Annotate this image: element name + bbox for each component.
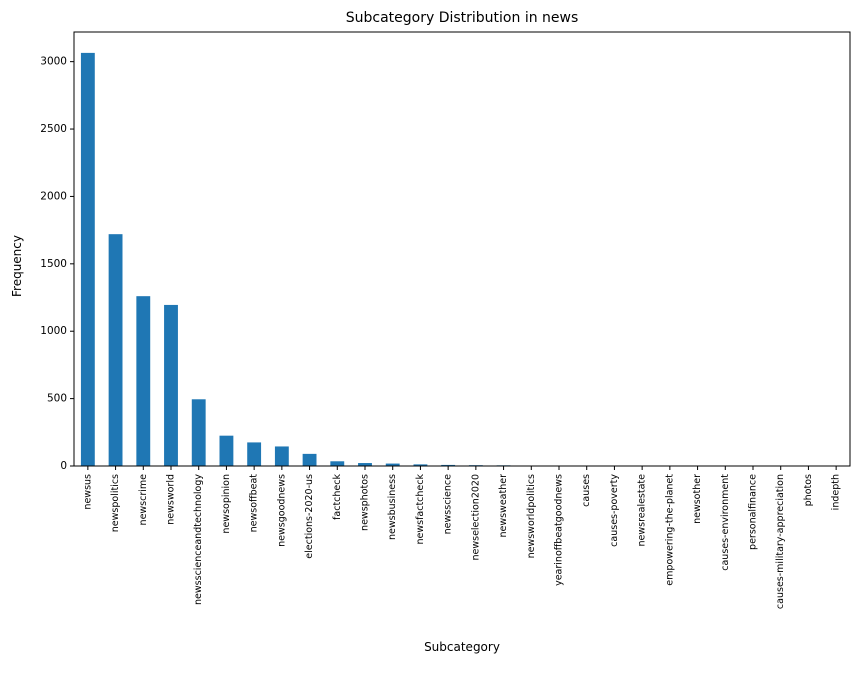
bar-factcheck [330, 461, 345, 466]
y-tick-label: 1000 [40, 325, 67, 337]
chart-title: Subcategory Distribution in news [346, 10, 579, 26]
x-tick-label: newsscienceandtechnology [193, 474, 204, 605]
x-tick-label: causes-military-appreciation [775, 474, 786, 609]
x-tick-label: yearinoffbeatgoodnews [554, 474, 565, 586]
y-tick-label: 2000 [40, 190, 67, 202]
bar-newsopinion [219, 435, 234, 466]
x-tick-label: newselection2020 [470, 474, 481, 561]
bar-newsphotos [358, 463, 372, 466]
x-tick-label: newsworldpolitics [526, 474, 537, 558]
x-tick-label: newsfactcheck [415, 474, 426, 545]
x-tick-label: newsscience [443, 474, 454, 534]
y-tick-label: 3000 [40, 56, 67, 68]
x-tick-label: newsweather [498, 474, 509, 538]
bar-newsscience [441, 464, 456, 466]
x-axis-label: Subcategory [424, 640, 500, 654]
y-tick-label: 500 [47, 393, 67, 405]
bar-newsworld [164, 304, 178, 466]
x-tick-label: elections-2020-us [304, 474, 315, 559]
y-axis-ticks: 0 500 1000 1500 2000 2500 3000 [40, 56, 74, 472]
bar-newsgoodnews [274, 446, 289, 466]
bar-newsscienceandtechnology [191, 399, 206, 466]
bar-newsus [80, 52, 95, 467]
x-tick-label: newsworld [166, 474, 177, 525]
bar-newsoffbeat [247, 442, 262, 466]
x-tick-label: causes-environment [720, 474, 731, 571]
bar-elections-2020-us [302, 453, 317, 466]
x-tick-label: newsus [82, 474, 93, 510]
x-tick-label: newsbusiness [387, 474, 398, 540]
x-tick-label: newsoffbeat [249, 474, 260, 533]
y-tick-label: 2500 [40, 123, 67, 135]
bars-group [80, 52, 844, 467]
y-tick-label: 1500 [40, 258, 67, 270]
bar-newsbusiness [385, 463, 400, 466]
y-tick-label: 0 [60, 460, 67, 472]
x-tick-label: factcheck [332, 474, 343, 520]
x-tick-label: newscrime [138, 474, 149, 526]
bar-newsfactcheck [413, 464, 428, 466]
x-tick-label: newsphotos [360, 474, 371, 531]
plot-frame [73, 31, 851, 467]
x-tick-label: newsother [692, 474, 703, 524]
x-tick-label: indepth [831, 474, 842, 510]
bar-newspolitics [108, 234, 123, 466]
x-tick-label: causes-poverty [609, 474, 620, 547]
x-tick-label: empowering-the-planet [664, 474, 675, 586]
bar-newscrime [136, 296, 151, 466]
x-tick-label: newspolitics [110, 474, 121, 532]
x-tick-label: causes [581, 474, 592, 507]
x-tick-label: newsrealestate [637, 474, 648, 547]
x-tick-label: personalfinance [748, 474, 759, 550]
x-tick-label: newsgoodnews [276, 474, 287, 547]
x-axis-ticks: newsus newspolitics newscrime newsworld news… [82, 466, 842, 609]
x-tick-label: newsopinion [221, 474, 232, 534]
x-tick-label: photos [803, 474, 814, 506]
y-axis-label: Frequency [10, 235, 24, 297]
